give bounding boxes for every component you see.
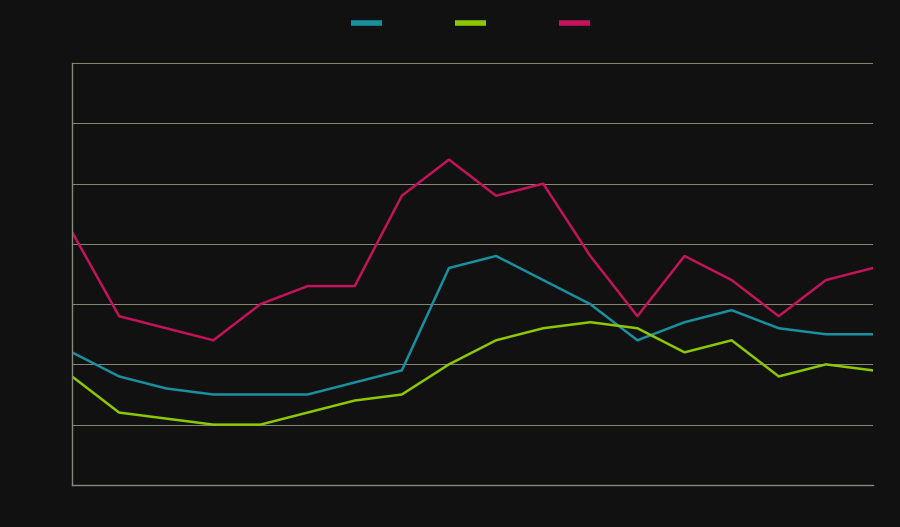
Legend: , , : , ,	[346, 11, 599, 36]
